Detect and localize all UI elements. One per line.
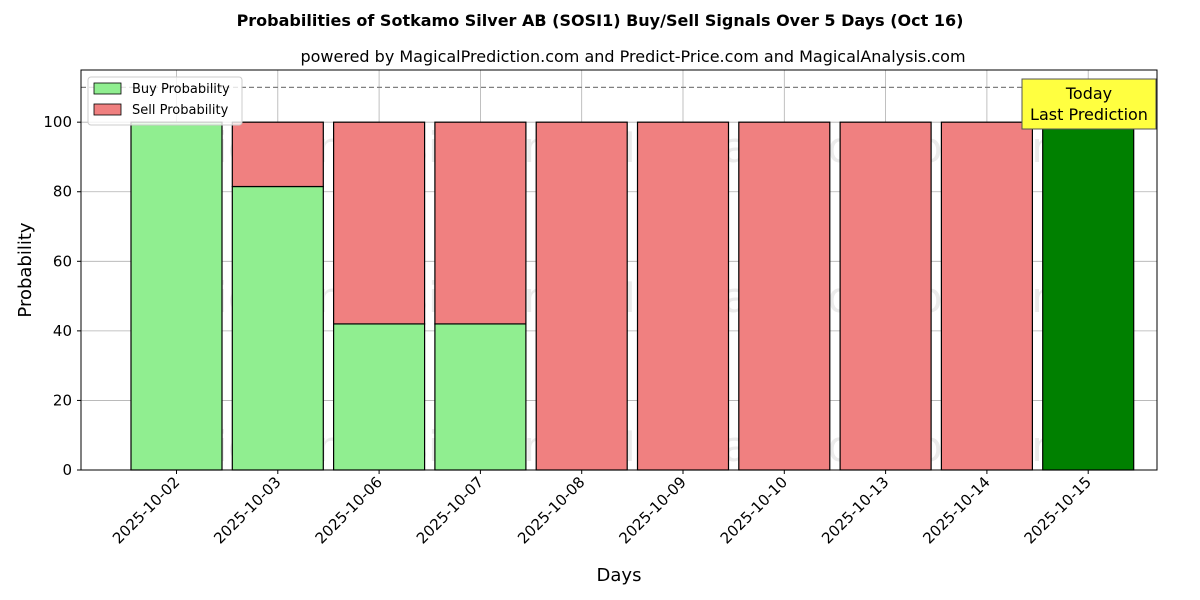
y-tick-label-40: 40	[53, 322, 72, 340]
y-tick-label-80: 80	[53, 183, 72, 201]
y-tick-label-60: 60	[53, 252, 72, 270]
today-annotation: Today Last Prediction	[1021, 78, 1157, 130]
x-tick-label-2025-10-07: 2025-10-07	[413, 473, 487, 547]
bar-sell-2025-10-07	[434, 121, 527, 325]
legend-swatch-buy	[93, 82, 122, 95]
bar-sell-2025-10-08	[535, 121, 628, 471]
x-tick-label-2025-10-09: 2025-10-09	[615, 473, 689, 547]
x-tick-label-2025-10-06: 2025-10-06	[312, 473, 386, 547]
y-tick-label-0: 0	[62, 461, 72, 479]
y-axis-label: Probability	[15, 222, 36, 317]
annotation-line-2: Last Prediction	[1030, 105, 1148, 124]
bar-buy-2025-10-07	[434, 323, 527, 471]
bar-buy-2025-10-15	[1042, 121, 1135, 471]
bar-buy-2025-10-03	[231, 185, 324, 471]
x-axis-label: Days	[597, 565, 642, 586]
bar-sell-2025-10-14	[940, 121, 1034, 471]
chart-subtitle: powered by MagicalPrediction.com and Pre…	[300, 47, 965, 66]
legend-box	[87, 76, 243, 126]
bar-buy-2025-10-02	[130, 121, 223, 471]
x-tick-label-2025-10-10: 2025-10-10	[717, 473, 791, 547]
bar-sell-2025-10-10	[738, 121, 831, 471]
bar-sell-2025-10-06	[333, 121, 426, 325]
x-tick-label-2025-10-02: 2025-10-02	[109, 473, 183, 547]
x-tick-label-2025-10-08: 2025-10-08	[514, 473, 588, 547]
x-tick-label-2025-10-15: 2025-10-15	[1021, 473, 1095, 547]
x-tick-label-2025-10-13: 2025-10-13	[818, 473, 892, 547]
legend-label-sell: Sell Probability	[132, 103, 229, 118]
y-axis-ticks: 0 20 40 60 80 100	[43, 113, 81, 479]
legend-swatch-sell	[93, 103, 122, 116]
bar-sell-2025-10-03	[231, 121, 324, 188]
annotation-box	[1021, 78, 1157, 130]
legend: Buy Probability Sell Probability	[87, 76, 243, 126]
y-tick-label-20: 20	[53, 391, 72, 409]
x-tick-label-2025-10-14: 2025-10-14	[919, 473, 993, 547]
x-tick-label-2025-10-03: 2025-10-03	[210, 473, 284, 547]
annotation-line-1: Today	[1065, 84, 1112, 103]
plot-frame	[80, 69, 1158, 471]
y-tick-label-100: 100	[43, 113, 72, 131]
bar-sell-2025-10-13	[839, 121, 932, 471]
legend-label-buy: Buy Probability	[132, 82, 230, 97]
x-axis-ticks: 2025-10-02 2025-10-03 2025-10-06 2025-10-07…	[109, 470, 1095, 547]
bar-buy-2025-10-06	[333, 323, 426, 471]
bars	[130, 121, 1135, 471]
chart-title: Probabilities of Sotkamo Silver AB (SOSI…	[237, 11, 964, 30]
bar-sell-2025-10-09	[636, 121, 730, 471]
